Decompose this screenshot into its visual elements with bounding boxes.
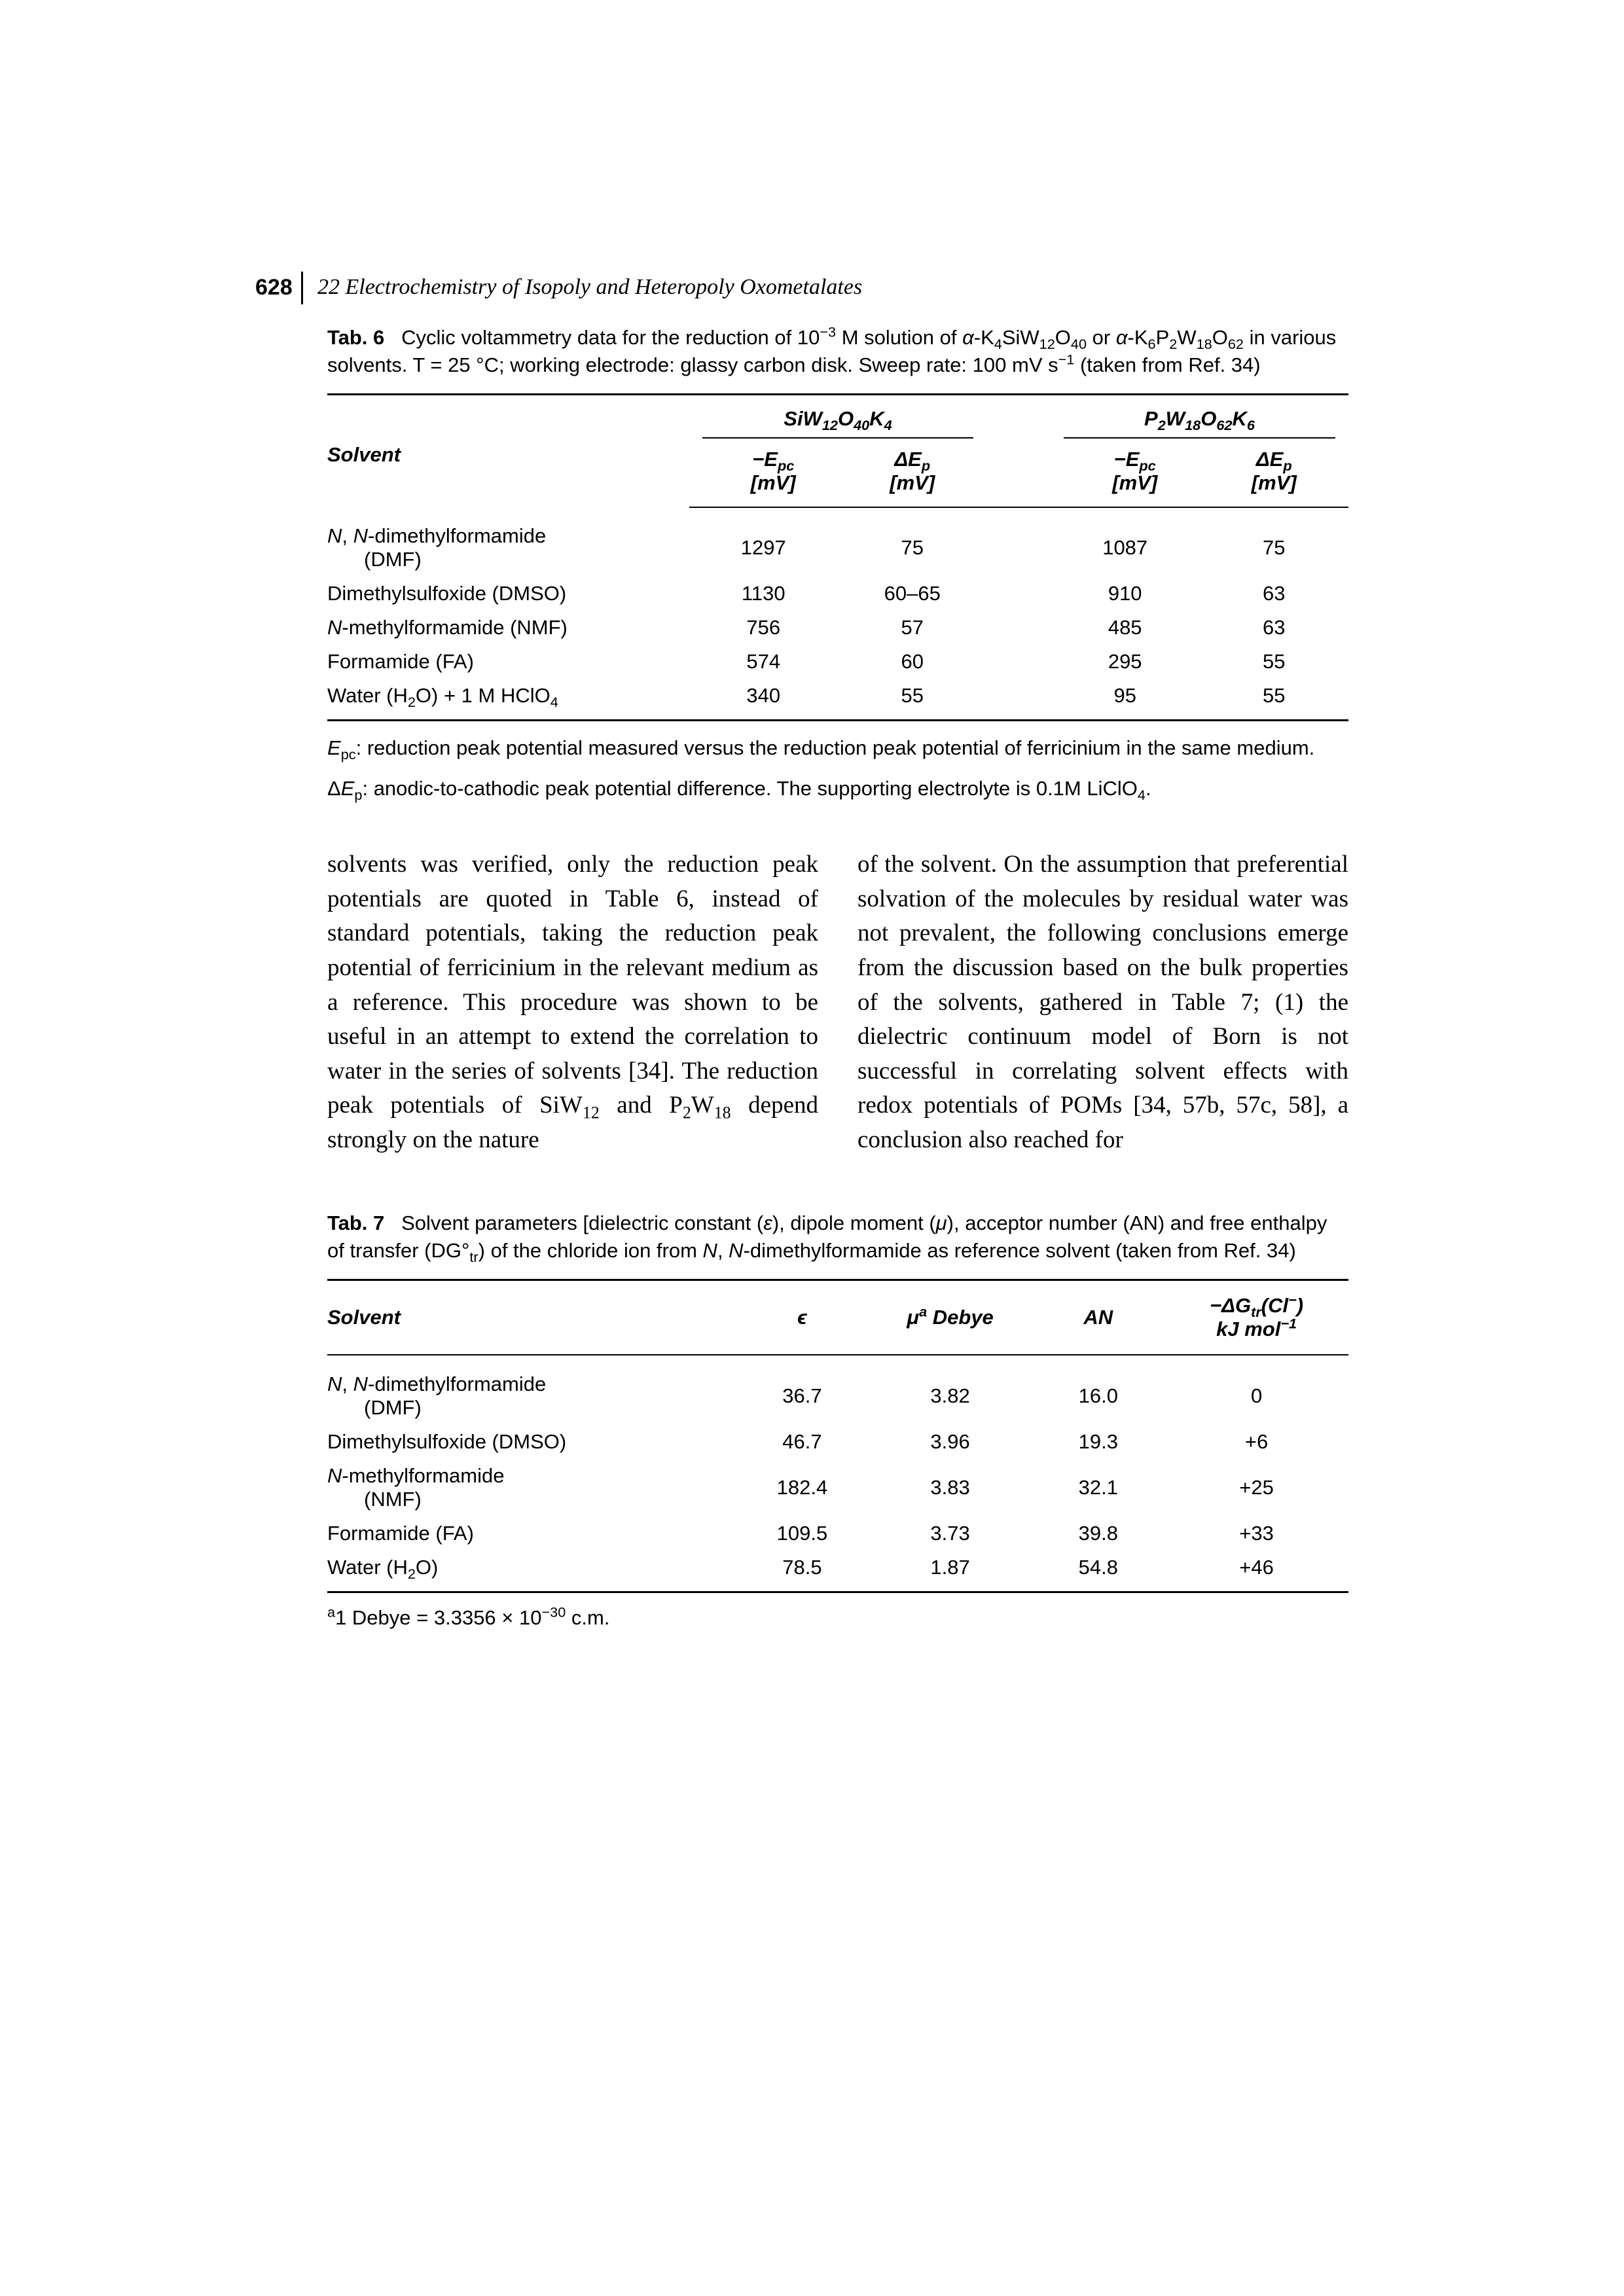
t6-row: Water (H2O) + 1 M HClO4 340 55 95 55 — [327, 679, 1348, 721]
t6-b-epc: 485 — [1051, 611, 1199, 645]
t6-head-dep-b: ΔEp[mV] — [1199, 442, 1348, 507]
t6-b-dep: 75 — [1199, 507, 1348, 577]
t7-row: Water (H2O) 78.5 1.87 54.8 +46 — [327, 1551, 1348, 1592]
t6-solvent: N-methylformamide (NMF) — [327, 611, 689, 645]
t6-row: Formamide (FA) 574 60 295 55 — [327, 645, 1348, 679]
t6-a-dep: 57 — [838, 611, 986, 645]
body-col-right: of the solvent. On the assumption that p… — [857, 848, 1348, 1157]
t6-head-dep-a: ΔEp[mV] — [838, 442, 986, 507]
table6-label: Tab. 6 — [327, 326, 384, 349]
table6-note-dep: ΔEp: anodic-to-cathodic peak potential d… — [327, 775, 1348, 802]
t7-row: Dimethylsulfoxide (DMSO) 46.7 3.96 19.3 … — [327, 1425, 1348, 1459]
t7-head-eps: ϵ — [736, 1280, 869, 1355]
table6-caption-text: Cyclic voltammetry data for the reductio… — [327, 326, 1336, 376]
t6-a-dep: 60 — [838, 645, 986, 679]
t7-eps: 46.7 — [736, 1425, 869, 1459]
table6: Solvent SiW12O40K4 P2W18O62K6 −Epc[mV] Δ… — [327, 393, 1348, 721]
t6-a-epc: 1297 — [689, 507, 838, 577]
t6-b-epc: 910 — [1051, 577, 1199, 611]
body-col-left: solvents was verified, only the reductio… — [327, 848, 818, 1157]
table7-footnote: a1 Debye = 3.3356 × 10−30 c.m. — [327, 1606, 1348, 1630]
t6-head-solvent: Solvent — [327, 394, 689, 507]
table7-caption: Tab. 7 Solvent parameters [dielectric co… — [327, 1210, 1348, 1265]
t7-an: 32.1 — [1032, 1459, 1164, 1516]
t7-mu: 3.83 — [869, 1459, 1032, 1516]
t7-an: 16.0 — [1032, 1355, 1164, 1425]
t7-row: Formamide (FA) 109.5 3.73 39.8 +33 — [327, 1516, 1348, 1551]
t7-head-solvent: Solvent — [327, 1280, 736, 1355]
t6-a-dep: 75 — [838, 507, 986, 577]
t6-row: Dimethylsulfoxide (DMSO) 1130 60–65 910 … — [327, 577, 1348, 611]
t6-head-group1: SiW12O40K4 — [689, 394, 987, 442]
t7-solvent: N, N-dimethylformamide(DMF) — [327, 1355, 736, 1425]
t7-solvent: Formamide (FA) — [327, 1516, 736, 1551]
t6-head-group2: P2W18O62K6 — [1051, 394, 1348, 442]
t7-row: N, N-dimethylformamide(DMF) 36.7 3.82 16… — [327, 1355, 1348, 1425]
t7-head-dg: −ΔGtr(Cl−)kJ mol−1 — [1164, 1280, 1348, 1355]
t6-b-epc: 1087 — [1051, 507, 1199, 577]
table7-label: Tab. 7 — [327, 1211, 384, 1234]
t6-solvent: Dimethylsulfoxide (DMSO) — [327, 577, 689, 611]
t6-a-epc: 1130 — [689, 577, 838, 611]
t7-an: 54.8 — [1032, 1551, 1164, 1592]
t6-row: N-methylformamide (NMF) 756 57 485 63 — [327, 611, 1348, 645]
t6-body: N, N-dimethylformamide(DMF) 1297 75 1087… — [327, 507, 1348, 721]
header-divider — [301, 272, 303, 304]
t7-mu: 3.96 — [869, 1425, 1032, 1459]
table6-note-epc: Epc: reduction peak potential measured v… — [327, 734, 1348, 762]
t6-a-epc: 340 — [689, 679, 838, 721]
t7-dg: +33 — [1164, 1516, 1348, 1551]
t7-an: 19.3 — [1032, 1425, 1164, 1459]
t6-b-dep: 63 — [1199, 611, 1348, 645]
t7-solvent: Dimethylsulfoxide (DMSO) — [327, 1425, 736, 1459]
t7-eps: 36.7 — [736, 1355, 869, 1425]
running-head: 22 Electrochemistry of Isopoly and Heter… — [317, 275, 862, 300]
t7-solvent: Water (H2O) — [327, 1551, 736, 1592]
t6-a-epc: 756 — [689, 611, 838, 645]
t7-an: 39.8 — [1032, 1516, 1164, 1551]
t7-solvent: N-methylformamide(NMF) — [327, 1459, 736, 1516]
t6-head-epc-b: −Epc[mV] — [1051, 442, 1199, 507]
t7-mu: 3.82 — [869, 1355, 1032, 1425]
t7-dg: +46 — [1164, 1551, 1348, 1592]
table7-caption-text: Solvent parameters [dielectric constant … — [327, 1211, 1327, 1262]
t6-head-epc-a: −Epc[mV] — [689, 442, 838, 507]
t6-solvent: Formamide (FA) — [327, 645, 689, 679]
t6-b-dep: 63 — [1199, 577, 1348, 611]
t6-row: N, N-dimethylformamide(DMF) 1297 75 1087… — [327, 507, 1348, 577]
body-text: solvents was verified, only the reductio… — [327, 848, 1348, 1157]
t6-a-epc: 574 — [689, 645, 838, 679]
t7-head-an: AN — [1032, 1280, 1164, 1355]
t7-mu: 1.87 — [869, 1551, 1032, 1592]
t7-eps: 182.4 — [736, 1459, 869, 1516]
t6-a-dep: 60–65 — [838, 577, 986, 611]
t6-solvent: N, N-dimethylformamide(DMF) — [327, 507, 689, 577]
t7-body: N, N-dimethylformamide(DMF) 36.7 3.82 16… — [327, 1355, 1348, 1592]
t7-head-mu: μa Debye — [869, 1280, 1032, 1355]
t7-eps: 109.5 — [736, 1516, 869, 1551]
t7-mu: 3.73 — [869, 1516, 1032, 1551]
t7-dg: +25 — [1164, 1459, 1348, 1516]
t6-b-epc: 95 — [1051, 679, 1199, 721]
t7-eps: 78.5 — [736, 1551, 869, 1592]
table7: Solvent ϵ μa Debye AN −ΔGtr(Cl−)kJ mol−1… — [327, 1279, 1348, 1593]
page-number: 628 — [255, 275, 293, 300]
t6-a-dep: 55 — [838, 679, 986, 721]
t6-solvent: Water (H2O) + 1 M HClO4 — [327, 679, 689, 721]
t7-row: N-methylformamide(NMF) 182.4 3.83 32.1 +… — [327, 1459, 1348, 1516]
table6-caption: Tab. 6 Cyclic voltammetry data for the r… — [327, 324, 1348, 379]
t7-dg: 0 — [1164, 1355, 1348, 1425]
t6-b-dep: 55 — [1199, 679, 1348, 721]
t6-b-dep: 55 — [1199, 645, 1348, 679]
t7-dg: +6 — [1164, 1425, 1348, 1459]
t6-b-epc: 295 — [1051, 645, 1199, 679]
